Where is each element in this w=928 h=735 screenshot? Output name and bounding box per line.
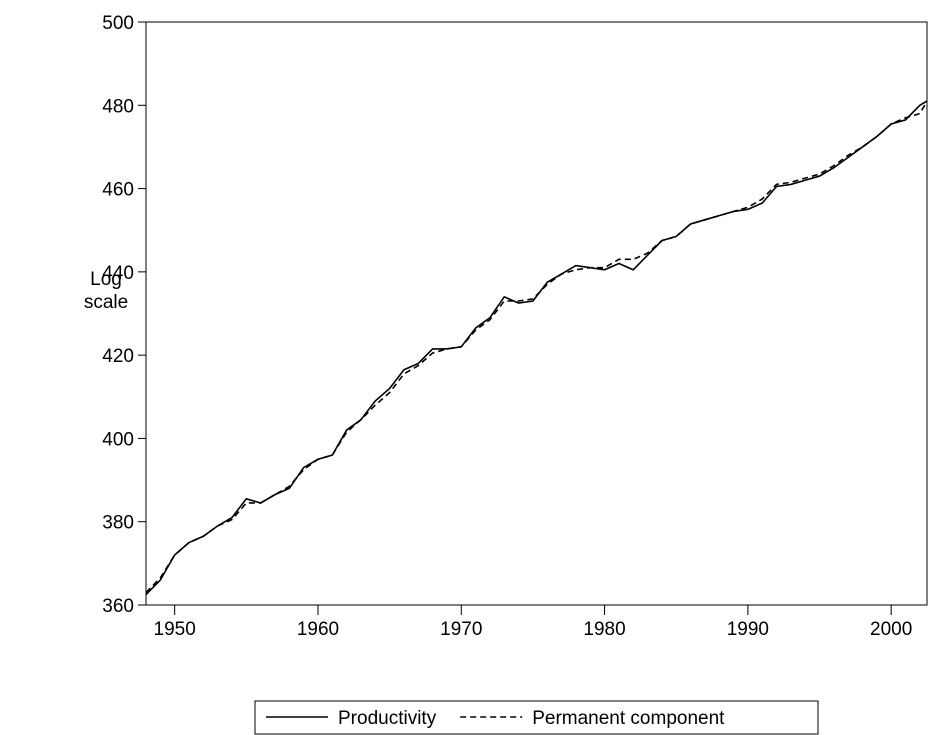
- y-axis-label: Log scale: [83, 269, 129, 313]
- y-tick-label: 440: [102, 263, 134, 284]
- x-tick-label: 1960: [297, 619, 339, 640]
- legend-box: [254, 700, 819, 735]
- x-tick-label: 1990: [727, 619, 769, 640]
- legend-label: Productivity: [338, 708, 437, 729]
- x-tick-label: 2000: [870, 619, 912, 640]
- x-tick-label: 1970: [440, 619, 482, 640]
- y-tick-label: 400: [102, 429, 134, 450]
- line-series: [145, 100, 928, 596]
- y-tick-label: 380: [102, 513, 134, 534]
- x-tick-label: 1980: [583, 619, 625, 640]
- y-tick-label: 460: [102, 180, 134, 201]
- x-tick-label: 1950: [154, 619, 196, 640]
- legend: Productivity Permanent component: [254, 700, 819, 735]
- y-tick-label: 500: [102, 13, 134, 34]
- legend-label: Permanent component: [532, 708, 725, 729]
- y-tick-label: 360: [102, 596, 134, 617]
- line-series: [145, 100, 928, 594]
- plot-frame: [145, 21, 928, 606]
- y-tick-label: 420: [102, 346, 134, 367]
- y-tick-label: 480: [102, 96, 134, 117]
